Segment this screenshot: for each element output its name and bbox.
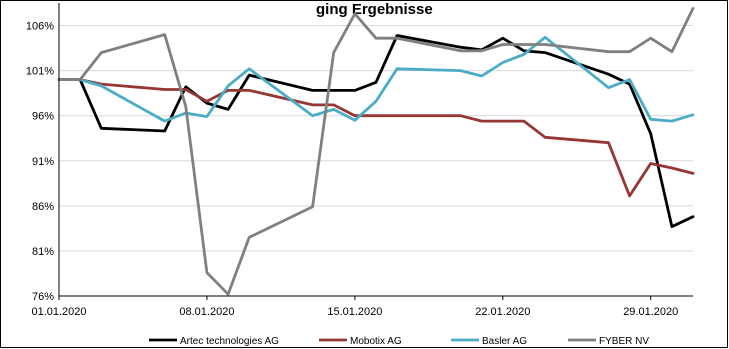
axes — [58, 3, 693, 297]
y-tick-label: 96% — [32, 111, 54, 123]
series-line-3 — [57, 35, 695, 123]
y-tick-label: 101% — [26, 66, 54, 78]
y-tick-label: 76% — [32, 291, 54, 303]
y-tick-label: 86% — [32, 201, 54, 213]
legend-label-2: Mobotix AG — [350, 336, 402, 347]
chart-title: ging Ergebnisse — [316, 1, 433, 18]
series-lines — [57, 7, 695, 296]
x-tick-label: 22.01.2020 — [475, 306, 530, 318]
series-line-1 — [57, 34, 695, 229]
gridlines — [59, 25, 693, 252]
series-line-4 — [57, 7, 695, 296]
y-tick-label: 106% — [26, 21, 54, 33]
y-tick-label: 81% — [32, 246, 54, 258]
x-tick-label: 01.01.2020 — [31, 306, 86, 318]
x-axis-ticks: 01.01.2020 08.01.2020 15.01.2020 22.01.2020… — [31, 296, 678, 318]
y-axis-ticks: 76% 81% 86% 91% 96% 101% 106% — [26, 21, 54, 303]
series-line-2 — [57, 78, 695, 198]
legend: Artec technologies AG Mobotix AG Basler AG… — [149, 336, 649, 347]
legend-label-3: Basler AG — [482, 336, 527, 347]
legend-label-1: Artec technologies AG — [180, 336, 279, 347]
x-tick-label: 15.01.2020 — [327, 306, 382, 318]
legend-label-4: FYBER NV — [599, 336, 649, 347]
x-tick-label: 08.01.2020 — [179, 306, 234, 318]
y-tick-label: 91% — [32, 156, 54, 168]
x-tick-label: 29.01.2020 — [623, 306, 678, 318]
